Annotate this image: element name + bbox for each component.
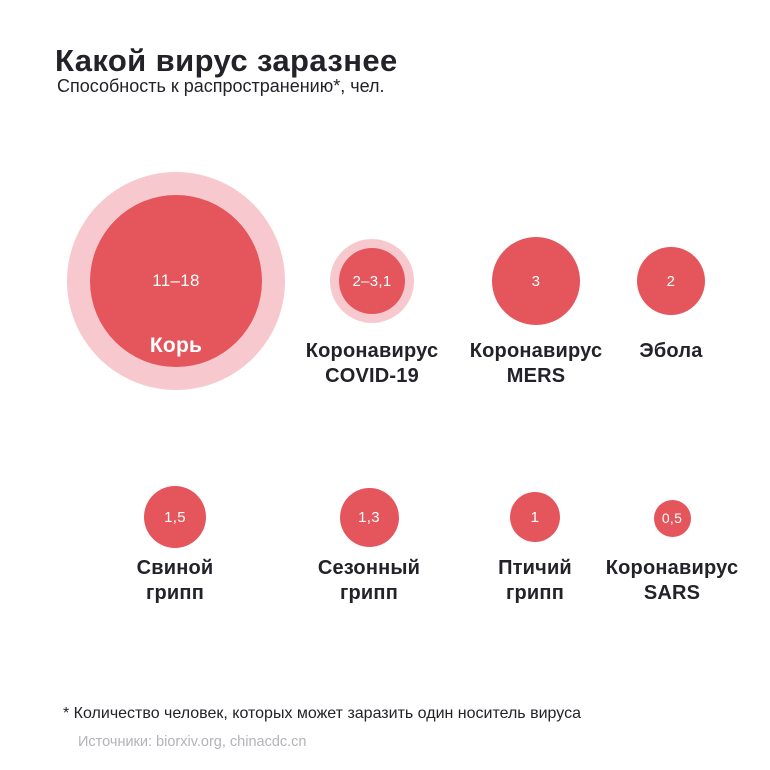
sources-line: Источники: biorxiv.org, chinacdc.cn bbox=[78, 734, 307, 750]
virus-label-line: Птичий bbox=[498, 557, 572, 579]
virus-label: Сезонный грипп bbox=[259, 556, 479, 606]
virus-label: Коронавирус MERS bbox=[426, 339, 646, 389]
bubble-value: 2–3,1 bbox=[352, 272, 392, 290]
bubble-circle: 11–18 bbox=[90, 195, 262, 367]
bubble-value: 3 bbox=[531, 272, 541, 290]
footnote: * Количество человек, которых может зара… bbox=[63, 705, 581, 722]
virus-label-line: грипп bbox=[339, 582, 398, 604]
bubble-value: 2 bbox=[666, 272, 676, 290]
bubble-circle: 1,5 bbox=[144, 486, 206, 548]
virus-label-line: грипп bbox=[145, 582, 204, 604]
virus-label: Эбола bbox=[561, 339, 770, 364]
virus-label: Коронавирус SARS bbox=[562, 556, 770, 606]
bubble-circle: 0,5 bbox=[653, 499, 691, 537]
bubble-value: 0,5 bbox=[661, 510, 683, 526]
bubble-circle: 2 bbox=[637, 247, 705, 315]
virus-label-line: Корь bbox=[149, 334, 203, 357]
virus-label: Свиной грипп bbox=[65, 556, 285, 606]
virus-label-line: Коронавирус bbox=[469, 340, 603, 362]
virus-label-line: SARS bbox=[643, 582, 701, 604]
virus-label-line: COVID-19 bbox=[325, 365, 419, 387]
virus-label-line: Сезонный bbox=[317, 557, 421, 579]
page-subtitle: Способность к распространению*, чел. bbox=[57, 76, 385, 96]
virus-label-line: Свиной bbox=[136, 557, 214, 579]
virus-label-line: Эбола bbox=[639, 340, 703, 362]
bubble-value: 1,5 bbox=[164, 508, 186, 526]
bubble-value: 11–18 bbox=[152, 271, 200, 290]
bubble-circle: 1,3 bbox=[339, 487, 399, 547]
virus-label: Корь bbox=[66, 333, 286, 358]
virus-label-line: грипп bbox=[505, 582, 564, 604]
page-title: Какой вирус заразнее bbox=[55, 42, 398, 78]
virus-label: Птичий грипп bbox=[425, 556, 645, 606]
virus-label-line: MERS bbox=[506, 365, 566, 387]
bubble-circle: 2–3,1 bbox=[339, 248, 405, 314]
bubble-circle: 3 bbox=[492, 237, 580, 325]
bubble-value: 1 bbox=[530, 508, 540, 526]
virus-label-line: Коронавирус bbox=[605, 557, 739, 579]
bubble-value: 1,3 bbox=[358, 508, 380, 526]
virus-label: Коронавирус COVID-19 bbox=[262, 339, 482, 389]
virus-label-line: Коронавирус bbox=[305, 340, 439, 362]
bubble-circle: 1 bbox=[510, 492, 560, 542]
